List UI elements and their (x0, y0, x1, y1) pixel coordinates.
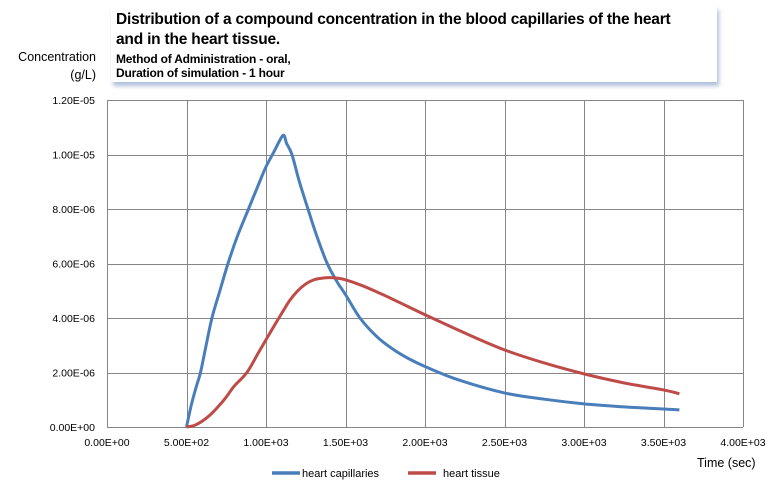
legend-label-heart-tissue: heart tissue (443, 468, 500, 480)
y-axis-label-line-2: (g/L) (70, 68, 96, 82)
chart-title: Distribution of a compound concentration… (116, 10, 671, 50)
x-axis-label: Time (sec) (697, 456, 756, 470)
y-tick-label: 4.00E-06 (52, 313, 95, 325)
y-tick-label: 1.00E-05 (52, 150, 95, 162)
y-tick-label: 2.00E-06 (52, 368, 95, 380)
y-tick-label: 6.00E-06 (52, 259, 95, 271)
x-tick-label: 1.00E+03 (243, 437, 288, 449)
x-tick-label: 0.00E+00 (84, 437, 129, 449)
x-tick-label: 4.00E+03 (720, 437, 765, 449)
chart-title-line-1: Distribution of a compound concentration… (116, 11, 671, 28)
x-tick-labels: 0.00E+00 5.00E+02 1.00E+03 1.50E+03 2.00E+03… (84, 437, 765, 449)
x-tick-label: 2.50E+03 (482, 437, 527, 449)
series-line-heart-capillaries (185, 133, 680, 428)
x-tick-label: 2.00E+03 (402, 437, 447, 449)
x-tick-label: 3.50E+03 (641, 437, 686, 449)
series-line-heart-tissue (186, 276, 680, 429)
legend-label-heart-capillaries: heart capillaries (302, 468, 380, 480)
x-tick-label: 5.00E+02 (164, 437, 209, 449)
chart-title-line-2: and in the heart tissue. (116, 31, 281, 48)
x-tick-label: 1.50E+03 (323, 437, 368, 449)
y-tick-label: 8.00E-06 (52, 204, 95, 216)
y-tick-labels: 0.00E+00 2.00E-06 4.00E-06 6.00E-06 8.00E-06… (50, 95, 95, 434)
y-axis-label-line-1: Concentration (18, 50, 96, 64)
chart-title-box: Distribution of a compound concentration… (111, 6, 717, 82)
legend: heart capillaries heart tissue (272, 468, 500, 480)
grid (107, 100, 744, 428)
chart-subtitle-line-2: Duration of simulation - 1 hour (116, 66, 285, 80)
chart-subtitle: Method of Administration - oral, Duratio… (116, 52, 291, 80)
y-tick-label: 1.20E-05 (52, 95, 95, 107)
chart-subtitle-line-1: Method of Administration - oral, (116, 52, 291, 66)
series-lines (185, 133, 680, 429)
y-axis-label: Concentration (g/L) (18, 48, 96, 84)
y-tick-label: 0.00E+00 (50, 422, 95, 434)
x-tick-label: 3.00E+03 (561, 437, 606, 449)
